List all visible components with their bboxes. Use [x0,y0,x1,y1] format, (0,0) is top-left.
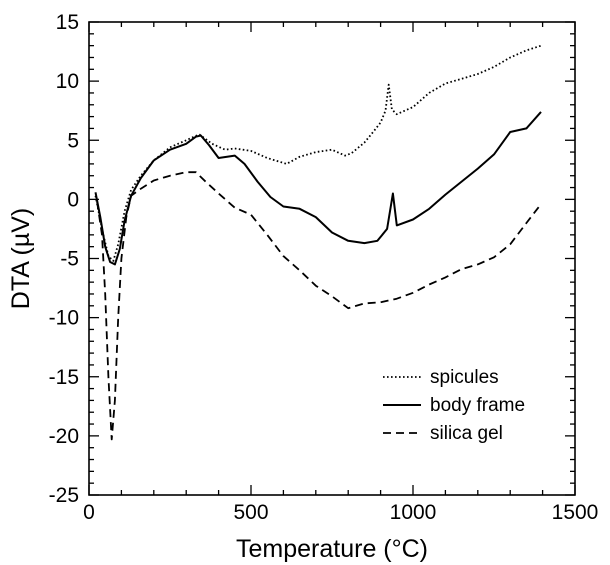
x-tick-label: 1000 [390,501,437,524]
y-tick-label: 10 [56,70,79,93]
y-tick-label: -25 [49,484,79,507]
series-line-silica-gel [96,171,542,441]
y-tick-label: 5 [67,129,79,152]
series-line-spicules [94,44,542,262]
y-tick-label: -15 [49,366,79,389]
plot-frame [88,21,576,496]
legend-label: body frame [430,395,525,416]
tick-labels-layer: 0 500 1000 1500 -25 -20 -15 -10 -5 0 5 10 15 [49,11,599,524]
x-tick-label: 0 [83,501,95,524]
y-tick-label: 0 [67,188,79,211]
series-line-body-frame [94,111,542,266]
series-layer [94,44,542,441]
y-tick-label: -10 [49,307,79,330]
y-tick-label: -20 [49,425,79,448]
legend: spicules body frame silica gel [383,367,525,444]
x-tick-label: 500 [233,501,268,524]
ticks-layer [88,21,576,496]
y-tick-label: 15 [56,11,79,34]
y-axis-title: DTA (µV) [7,208,35,309]
legend-label: spicules [430,367,499,388]
x-axis-title: Temperature (°C) [236,535,428,563]
legend-label: silica gel [430,423,503,444]
y-tick-label: -5 [60,248,79,271]
x-tick-label: 1500 [552,501,599,524]
